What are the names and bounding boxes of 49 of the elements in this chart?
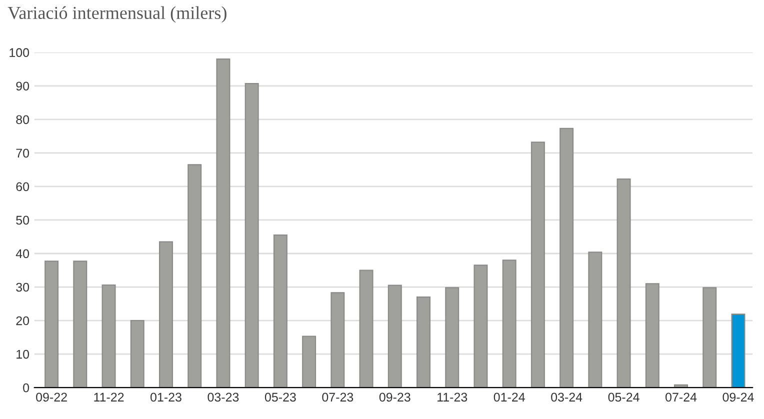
y-tick-label: 50: [16, 216, 30, 225]
bar: [159, 241, 173, 388]
bar: [330, 292, 345, 388]
x-tick-label: 05-23: [264, 392, 296, 402]
bar: [44, 260, 59, 388]
x-tick-label: 11-23: [438, 392, 468, 402]
chart-subtitle: Variació intermensual (milers): [8, 6, 226, 23]
x-tick-label: 09-24: [722, 392, 754, 402]
bar: [244, 82, 259, 388]
x-tick-label: 07-23: [322, 392, 354, 402]
x-tick-label: 09-23: [379, 392, 410, 402]
y-tick-label: 80: [16, 115, 30, 124]
bar: [273, 234, 288, 388]
y-tick-label: 10: [16, 350, 30, 359]
bar: [416, 296, 430, 388]
y-tick-label: 100: [10, 48, 30, 58]
y-tick-label: 30: [16, 282, 30, 292]
bar: [359, 270, 374, 388]
bar: [731, 314, 746, 388]
bar: [560, 128, 574, 388]
bar: [474, 264, 488, 388]
bar: [616, 178, 631, 388]
bar: [130, 320, 144, 388]
bar: [188, 164, 202, 388]
bar: [302, 336, 316, 388]
x-tick-label: 03-24: [551, 392, 582, 402]
x-tick-label: 11-22: [94, 392, 124, 402]
bar: [73, 260, 88, 388]
y-tick-label: 70: [16, 148, 30, 158]
x-tick-label: 07-24: [666, 392, 697, 402]
bar: [502, 260, 516, 388]
bar: [102, 284, 116, 388]
y-tick-label: 20: [16, 316, 30, 326]
bar: [445, 287, 460, 388]
x-tick-label: 03-23: [208, 392, 239, 402]
y-tick-label: 90: [16, 82, 30, 91]
bar: [588, 252, 602, 388]
bar: [530, 142, 545, 388]
y-tick-label: 40: [16, 249, 30, 258]
y-tick-label: 0: [23, 383, 30, 392]
bar: [645, 283, 660, 388]
bar: [702, 287, 717, 388]
x-tick-label: 01-23: [150, 392, 182, 402]
x-tick-label: 01-24: [494, 392, 525, 402]
bar: [388, 284, 402, 388]
x-tick-label: 05-24: [608, 392, 640, 402]
bar: [216, 58, 230, 388]
x-tick-label: 09-22: [36, 392, 67, 402]
y-tick-label: 60: [16, 182, 30, 192]
